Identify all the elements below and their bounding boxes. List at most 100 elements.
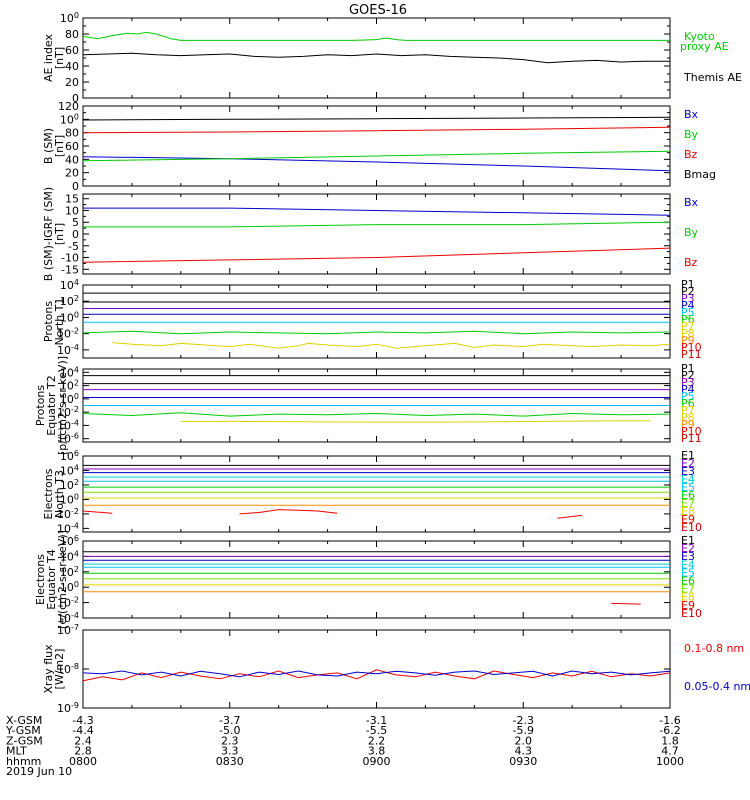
legend-entry: P7 [681, 320, 695, 333]
legend-entry: Bz [684, 256, 698, 269]
legend-entry: E9 [681, 599, 695, 612]
legend-entry: E4 [681, 558, 695, 571]
y-tick-label: 40 [65, 60, 79, 73]
legend-entry: P4 [681, 299, 695, 312]
legend-entry: E7 [681, 497, 695, 510]
legend-entry: P7 [681, 404, 695, 417]
legend-entry: By [684, 128, 699, 141]
footer-value: -5.5 [366, 724, 387, 737]
plot-frame [82, 284, 671, 359]
legend-entry: E2 [681, 457, 695, 470]
legend-entry: P1 [681, 278, 695, 291]
footer-value: 2.4 [74, 734, 92, 747]
y-tick-label: 100 [60, 310, 79, 324]
y-axis-label: Equator T4 [45, 549, 58, 609]
y-axis-label: Xray flux [42, 644, 55, 694]
y-tick-label: 10-4 [57, 418, 79, 432]
y-tick-label: 10-6 [57, 432, 79, 446]
y-axis-label: B (SM)-IGRF (SM) [42, 187, 55, 281]
legend-entry: 0.05-0.4 nm [684, 680, 750, 693]
y-tick-label: 102 [60, 294, 79, 308]
footer-value: 2.2 [368, 734, 386, 747]
legend-bsm: Bx By Bz Bmag [684, 108, 716, 181]
y-tick-label: 10-9 [57, 701, 79, 715]
y-axis-label: Electrons [42, 468, 55, 519]
legend-entry: P9 [681, 418, 695, 431]
y-tick-label: 100 [60, 11, 79, 25]
series-line-E10 [83, 510, 113, 514]
y-axis-label: Electrons [34, 554, 47, 605]
legend-entry: P4 [681, 383, 695, 396]
y-tick-label: 15 [65, 193, 79, 206]
legend-entry: Bx [684, 108, 699, 121]
legend-entry: E8 [681, 591, 695, 604]
y-axis-label: North T3 [53, 470, 66, 518]
footer-date: 2019 Jun 10 [6, 765, 72, 778]
y-tick-label: 100 [60, 392, 79, 406]
legend-entry: P1 [681, 362, 695, 375]
legend-bigrf: Bx By Bz [684, 196, 699, 269]
plot-frame [82, 540, 671, 619]
footer-value: 0830 [216, 755, 244, 768]
legend-entry: E5 [681, 481, 695, 494]
y-tick-label: 20 [65, 167, 79, 180]
legend-entry: P5 [681, 390, 695, 403]
y-axis-label: Protons [42, 301, 55, 342]
y-tick-label: -5 [68, 240, 79, 253]
footer-value: 3.8 [368, 745, 386, 758]
legend-entry: P9 [681, 334, 695, 347]
y-tick-label: 40 [65, 153, 79, 166]
footer-value: 2.3 [221, 734, 239, 747]
y-tick-label: -10 [61, 252, 79, 265]
legend-entry: P3 [681, 292, 695, 305]
y-tick-label: 10-2 [57, 327, 79, 341]
y-axis-label: [nT] [53, 135, 66, 157]
footer-row-label: MLT [6, 745, 27, 758]
y-tick-label: 0 [72, 180, 79, 193]
footer-row-label: Z-GSM [6, 734, 43, 747]
y-axis-label: [W/m2] [53, 649, 66, 690]
series-line-P6 [83, 412, 670, 417]
legend-entry: E7 [681, 583, 695, 596]
y-tick-label: 100 [60, 580, 79, 594]
footer-axis-table: X-GSM -4.3 -3.7 -3.1 -2.3 -1.6 Y-GSM -4.4 -5.0 -5… [5, 714, 684, 778]
y-tick-label: 80 [65, 127, 79, 140]
y-tick-label: 104 [60, 549, 79, 563]
legend-entry: P5 [681, 306, 695, 319]
y-tick-label: 102 [60, 478, 79, 492]
legend-entry: P11 [681, 348, 702, 361]
legend-entry: E5 [681, 566, 695, 579]
series-line-0.05-0.4 nm [83, 670, 670, 678]
y-axis-label: [p/(cm2-s-sr-keV)] [56, 356, 69, 455]
y-tick-label: 104 [60, 278, 79, 292]
plot-frame [82, 17, 671, 99]
plot-frame [82, 629, 671, 709]
y-tick-label: 5 [72, 216, 79, 229]
legend-entry: E1 [681, 449, 695, 462]
y-tick-label: 100 [60, 112, 79, 126]
footer-value: 1.8 [661, 734, 679, 747]
footer-value: 4.7 [661, 745, 679, 758]
legend-entry: By [684, 226, 699, 239]
y-tick-label: 0 [72, 228, 79, 241]
y-tick-label: 100 [60, 492, 79, 506]
legend-entry: E3 [681, 550, 695, 563]
legend-entry: E4 [681, 473, 695, 486]
footer-value: 4.3 [515, 745, 533, 758]
footer-row-label: Y-GSM [5, 724, 41, 737]
y-axis-label: AE index [42, 33, 55, 82]
y-tick-label: 10-4 [57, 611, 79, 625]
legend-entry: Themis AE [683, 71, 742, 84]
legend-entry: P6 [681, 397, 695, 410]
footer-value: 3.3 [221, 745, 239, 758]
legend-entry: P8 [681, 411, 695, 424]
y-tick-label: 10-7 [57, 623, 79, 637]
legend-entry: Bz [684, 148, 698, 161]
